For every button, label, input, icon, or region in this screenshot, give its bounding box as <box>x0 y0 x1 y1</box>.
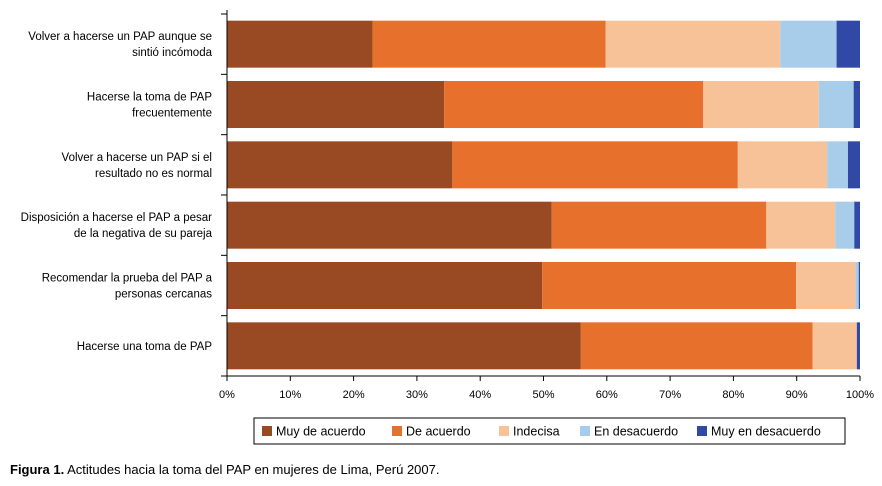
x-tick-label: 80% <box>722 389 744 401</box>
x-tick-label: 40% <box>469 389 491 401</box>
caption-text: Actitudes hacia la toma del PAP en mujer… <box>64 462 440 477</box>
x-tick-label: 10% <box>279 389 301 401</box>
x-tick-label: 100% <box>846 389 874 401</box>
x-tick-label: 70% <box>659 389 681 401</box>
bar-segment-muy-de-acuerdo <box>227 81 445 128</box>
bar-segment-indecisa <box>605 20 781 68</box>
category-label: Volver a hacerse un PAP aunque se sintió … <box>28 31 212 59</box>
bar-segment-muy-de-acuerdo <box>227 262 543 309</box>
bar-segment-muy-de-acuerdo <box>227 20 373 68</box>
bar-segment-en-desacuerdo <box>835 201 855 249</box>
legend-label: En desacuerdo <box>594 425 678 439</box>
bar-segment-de-acuerdo <box>444 81 704 128</box>
legend-box <box>253 417 846 445</box>
legend-swatch <box>392 426 402 436</box>
category-label: Hacerse una toma de PAP <box>77 341 213 353</box>
bar-segment-muy-de-acuerdo <box>227 201 552 249</box>
bar-segment-en-desacuerdo <box>818 81 854 128</box>
bar-segment-indecisa <box>766 201 836 249</box>
x-tick-label: 0% <box>219 389 235 401</box>
x-tick-label: 50% <box>532 389 554 401</box>
category-label: Disposición a hacerse el PAP a pesar de l… <box>21 212 213 240</box>
bar-segment-de-acuerdo <box>542 262 797 309</box>
bar-segment-en-desacuerdo <box>855 262 859 309</box>
caption-label: Figura 1. <box>10 462 65 477</box>
legend-label: Muy de acuerdo <box>276 425 366 439</box>
bar-segment-de-acuerdo <box>372 20 606 68</box>
bar-segment-indecisa <box>796 262 856 309</box>
category-labels: Volver a hacerse un PAP aunque se sintió … <box>21 31 213 353</box>
legend-label: De acuerdo <box>406 425 471 439</box>
bars-layer <box>227 20 860 370</box>
legend-swatch <box>499 426 509 436</box>
bar-segment-muy-en-desacuerdo <box>847 141 860 189</box>
bar-segment-de-acuerdo <box>452 141 738 189</box>
bar-segment-muy-en-desacuerdo <box>854 201 860 249</box>
bar-segment-en-desacuerdo <box>780 20 837 68</box>
bar-segment-muy-en-desacuerdo <box>853 81 860 128</box>
bar-segment-en-desacuerdo <box>827 141 848 189</box>
legend-label: Muy en desacuerdo <box>711 425 821 439</box>
bar-segment-indecisa <box>737 141 828 189</box>
bar-segment-indecisa <box>703 81 819 128</box>
bar-segment-de-acuerdo <box>580 322 813 370</box>
bar-segment-muy-de-acuerdo <box>227 141 453 189</box>
x-tick-label: 20% <box>343 389 365 401</box>
bar-segment-indecisa <box>812 322 857 370</box>
bar-segment-muy-de-acuerdo <box>227 322 581 370</box>
legend: Muy de acuerdo De acuerdo Indecisa En desac… <box>253 417 846 445</box>
legend-swatch <box>262 426 272 436</box>
x-tick-label: 90% <box>786 389 808 401</box>
legend-label: Indecisa <box>513 425 560 439</box>
bar-segment-de-acuerdo <box>551 201 767 249</box>
figure-caption: Figura 1. Actitudes hacia la toma del PA… <box>10 462 439 477</box>
legend-swatch <box>697 426 707 436</box>
legend-swatch <box>580 426 590 436</box>
category-label: Volver a hacerse un PAP si el resultado n… <box>62 152 212 180</box>
x-tick-label: 60% <box>596 389 618 401</box>
bar-segment-muy-en-desacuerdo <box>836 20 860 68</box>
category-label: Hacerse la toma de PAP frecuentemente <box>87 92 212 120</box>
x-axis: 0% 10% 20% 30% 40% 50% 60% 70% 80% 90% 100% <box>219 10 874 401</box>
category-label: Recomendar la prueba del PAP a personas c… <box>42 273 213 301</box>
x-tick-label: 30% <box>406 389 428 401</box>
bar-segment-muy-en-desacuerdo <box>856 322 860 370</box>
bar-segment-muy-en-desacuerdo <box>858 262 860 309</box>
